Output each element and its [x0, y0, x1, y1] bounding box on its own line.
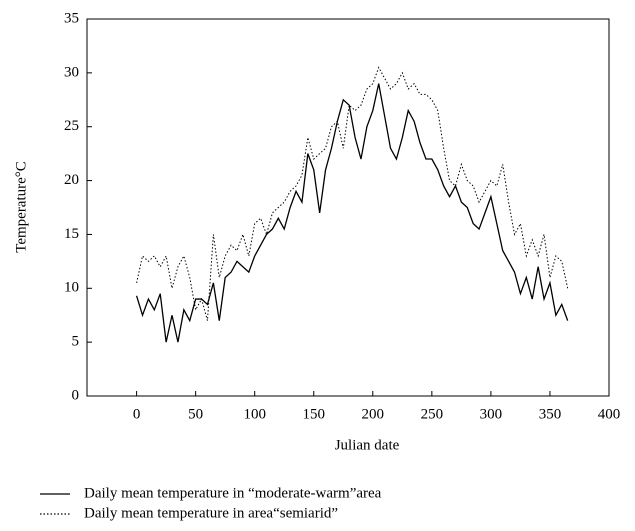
x-tick-label: 250 — [421, 406, 444, 422]
x-tick-label: 350 — [539, 406, 562, 422]
y-tick-label: 0 — [72, 387, 80, 403]
x-axis-label: Julian date — [335, 437, 400, 453]
x-tick-label: 150 — [303, 406, 326, 422]
y-tick-label: 5 — [72, 334, 80, 350]
legend-label: Daily mean temperature in “moderate-warm… — [84, 485, 382, 501]
x-tick-label: 200 — [362, 406, 385, 422]
y-axis-label: Temperature°C — [13, 161, 29, 253]
y-tick-label: 25 — [64, 118, 79, 134]
y-tick-label: 35 — [64, 10, 79, 26]
y-tick-label: 30 — [64, 64, 79, 80]
plot-frame — [86, 18, 610, 397]
x-tick-label: 50 — [188, 406, 203, 422]
x-tick-label: 400 — [598, 406, 621, 422]
legend-label: Daily mean temperature in area“semiarid” — [84, 505, 338, 521]
x-tick-label: 100 — [243, 406, 266, 422]
y-tick-label: 20 — [64, 172, 79, 188]
series-line — [135, 83, 569, 343]
series-line — [136, 66, 569, 321]
y-tick-label: 15 — [64, 226, 79, 242]
y-tick-label: 10 — [64, 280, 79, 296]
x-tick-label: 300 — [480, 406, 503, 422]
x-tick-label: 0 — [133, 406, 141, 422]
